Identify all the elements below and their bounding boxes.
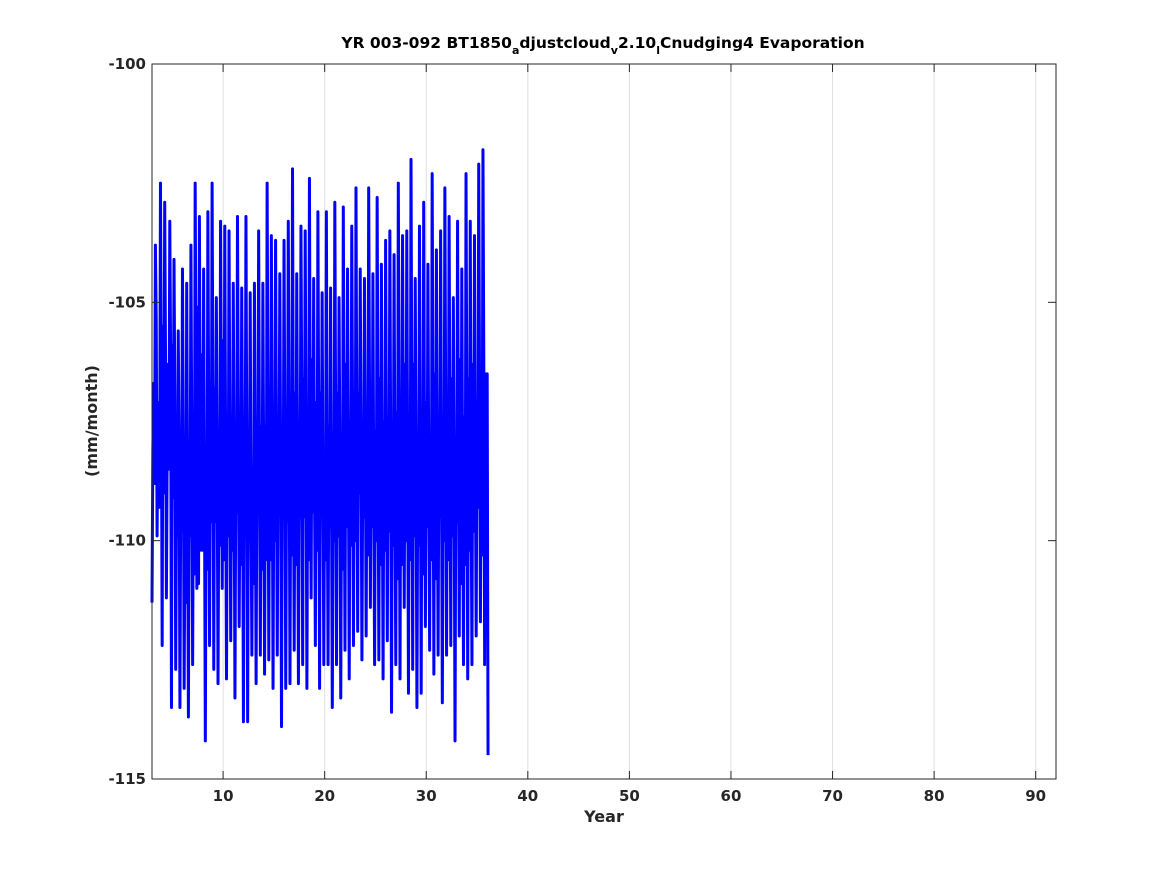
title-subscript-v: v [611,44,619,57]
y-tick-label: -100 [108,55,146,73]
x-tick-label: 70 [822,787,843,805]
evaporation-series-line [150,148,490,756]
x-tick-label: 20 [314,787,335,805]
x-tick-label: 90 [1025,787,1046,805]
title-segment-v: 2.10 [618,34,656,52]
x-tick-label: 10 [213,787,234,805]
chart-title: YR 003-092 BT1850adjustcloudv2.10lCnudgi… [340,34,864,57]
title-subscript-l: l [656,44,660,57]
x-tick-label: 40 [517,787,538,805]
x-tick-label: 80 [924,787,945,805]
title-prefix: YR 003-092 BT1850 [340,34,512,52]
title-segment-a: djustcloud [519,34,610,52]
x-tick-label: 60 [721,787,742,805]
x-axis-label: Year [583,807,624,826]
y-axis-label: (mm/month) [82,365,101,477]
title-suffix: Cnudging4 Evaporation [660,34,865,52]
title-subscript-a: a [512,44,519,57]
y-tick-label: -105 [108,293,146,311]
x-tick-label: 30 [416,787,437,805]
plot-frame [151,63,1057,780]
x-tick-label: 50 [619,787,640,805]
y-tick-label: -110 [108,532,146,550]
y-tick-label: -115 [108,770,146,788]
tick-layer: 10 20 30 40 50 60 70 80 90 -100 -105 -110 -115 [108,55,1056,805]
series-layer [150,148,490,756]
